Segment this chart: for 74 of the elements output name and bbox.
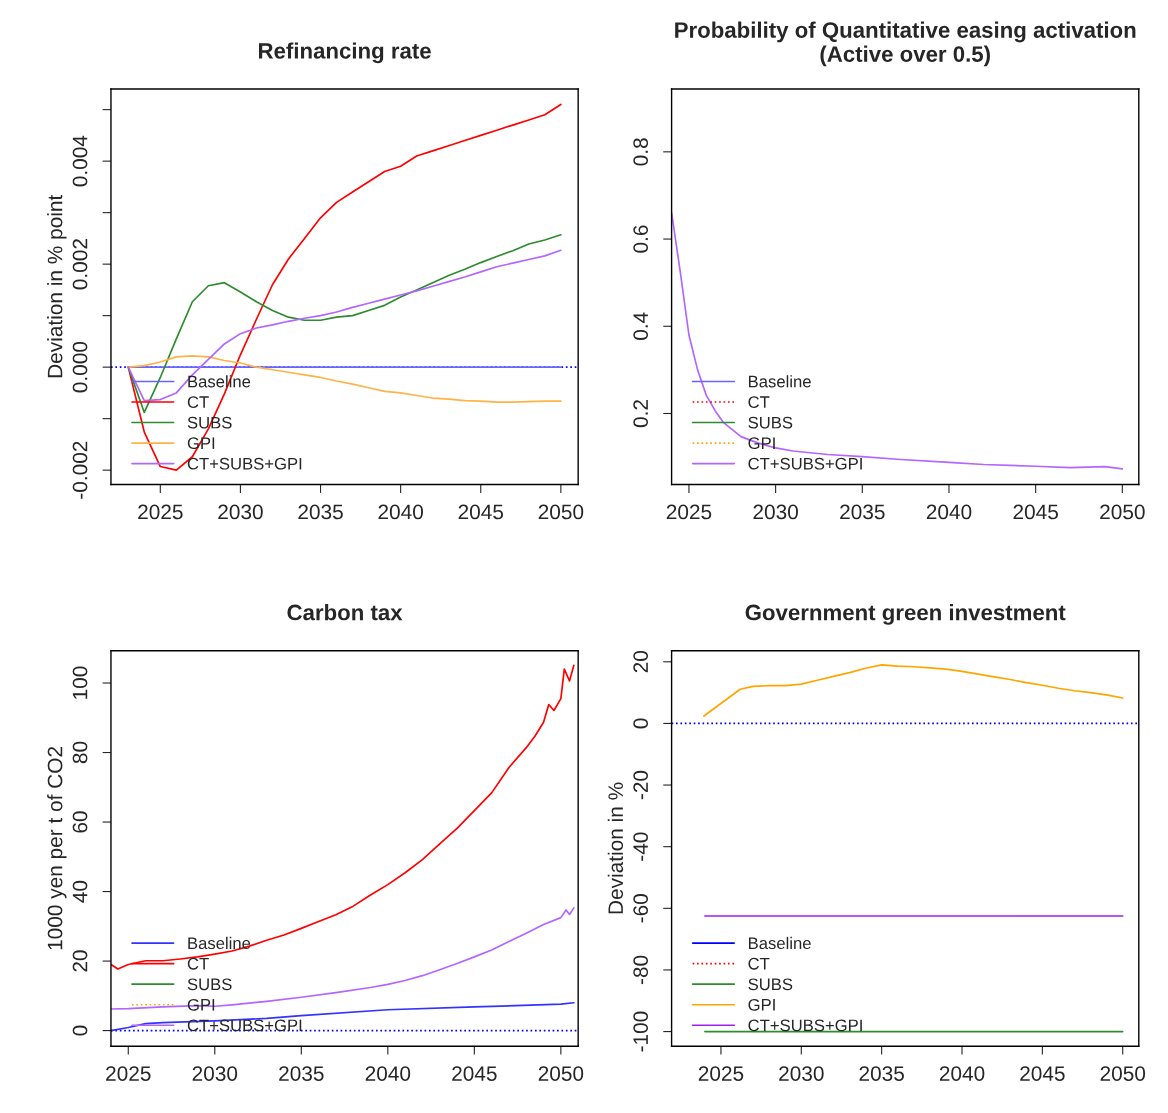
legend-label: Baseline: [748, 375, 811, 388]
y-tick-label: -100: [633, 1011, 649, 1052]
legend-label: Baseline: [748, 936, 811, 950]
y-tick-label: -60: [633, 894, 649, 923]
legend-label: Baseline: [188, 936, 251, 950]
x-tick-label: 2045: [1013, 504, 1058, 520]
x-tick-label: 2030: [192, 1066, 238, 1081]
chart-title: Refinancing rate: [259, 42, 431, 64]
y-tick-label: -80: [633, 955, 649, 985]
y-tick-label: 20: [72, 950, 88, 972]
y-tick-label: 0.2: [633, 400, 649, 428]
chart-title: Carbon tax: [287, 604, 403, 621]
x-tick-label: 2040: [926, 504, 972, 520]
y-axis-title: Deviation in % point: [47, 194, 67, 378]
legend-label: CT+SUBS+GPI: [187, 1019, 302, 1032]
y-tick-label: -40: [633, 832, 649, 861]
line-series: [110, 907, 575, 1010]
y-tick-label: 60: [72, 811, 88, 833]
y-axis-title: 1000 yen per t of CO2: [47, 747, 67, 950]
y-tick-label: -0.002: [72, 441, 88, 499]
x-tick-label: 2025: [138, 504, 183, 520]
x-tick-label: 2050: [538, 1066, 584, 1081]
x-tick-label: 2025: [666, 504, 712, 520]
y-tick-label: 0.4: [633, 312, 649, 340]
x-tick-label: 2040: [365, 1066, 411, 1081]
x-tick-label: 2045: [458, 504, 504, 520]
y-tick-label: 20: [633, 651, 649, 673]
y-tick-label: 80: [72, 741, 88, 764]
x-tick-label: 2035: [298, 504, 343, 520]
x-tick-label: 2045: [1020, 1066, 1065, 1081]
x-tick-label: 2030: [779, 1066, 824, 1081]
y-tick-label: 0.8: [633, 138, 649, 166]
legend-label: CT+SUBS+GPI: [187, 457, 302, 470]
x-tick-label: 2035: [840, 504, 885, 520]
legend-label: GPI: [748, 998, 775, 1011]
x-tick-label: 2030: [753, 504, 798, 520]
legend-label: CT: [748, 396, 770, 408]
x-tick-label: 2035: [859, 1066, 904, 1081]
legend-label: CT+SUBS+GPI: [748, 1019, 862, 1032]
line-series: [127, 103, 562, 471]
line-series: [671, 212, 1124, 470]
y-tick-label: 0.002: [72, 239, 88, 290]
legend-label: CT: [187, 957, 209, 970]
line-series: [110, 664, 575, 970]
legend-label: CT+SUBS+GPI: [748, 457, 862, 470]
y-axis-title: Deviation in %: [607, 782, 624, 914]
y-tick-label: -20: [633, 770, 649, 800]
x-tick-label: 2025: [106, 1066, 151, 1081]
line-series: [703, 664, 1124, 717]
y-tick-label: 40: [72, 880, 88, 903]
y-tick-label: 100: [72, 666, 88, 699]
legend-label: SUBS: [748, 978, 793, 991]
x-tick-label: 2040: [939, 1066, 985, 1081]
y-tick-label: 0.000: [72, 341, 88, 393]
x-tick-label: 2030: [218, 504, 263, 520]
legend-label: SUBS: [748, 416, 793, 429]
x-tick-label: 2050: [1100, 1066, 1146, 1081]
y-tick-label: 0.6: [633, 225, 649, 253]
line-series: [110, 1001, 575, 1032]
x-tick-label: 2050: [538, 504, 584, 520]
chart-title: Government green investment: [745, 604, 1066, 625]
y-tick-label: 0.004: [72, 135, 88, 187]
x-tick-label: 2040: [378, 504, 423, 520]
y-tick-label: 0: [633, 718, 649, 729]
chart-title: Probability of Quantitative easing activation (Active over 0.5): [675, 21, 1136, 67]
y-tick-label: 0: [72, 1025, 88, 1036]
x-tick-label: 2035: [279, 1066, 324, 1081]
x-tick-label: 2050: [1100, 504, 1145, 520]
legend-label: CT: [187, 396, 209, 408]
legend-label: CT: [748, 957, 770, 970]
x-tick-label: 2025: [698, 1066, 744, 1081]
x-tick-label: 2045: [452, 1066, 497, 1081]
legend-label: SUBS: [187, 978, 232, 991]
line-series: [127, 233, 562, 414]
